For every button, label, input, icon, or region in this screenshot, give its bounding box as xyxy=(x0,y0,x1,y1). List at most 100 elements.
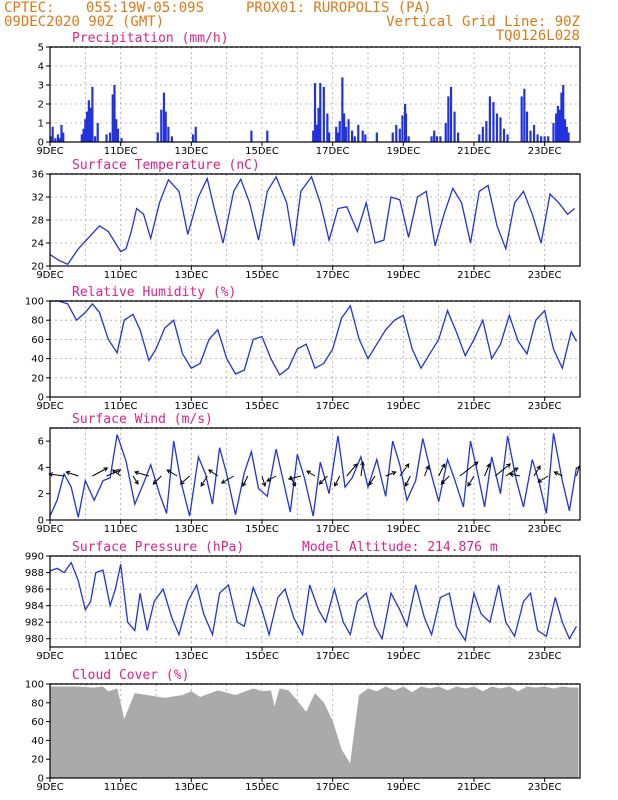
wind-vector-shaft xyxy=(575,465,580,477)
y-tick-label: 0 xyxy=(38,138,44,149)
precip-bar xyxy=(547,136,550,142)
series-line xyxy=(49,433,578,518)
y-tick-label: 982 xyxy=(25,618,44,629)
precip-bar xyxy=(506,134,509,142)
wind-vector xyxy=(166,469,178,477)
x-tick-label: 17DEC xyxy=(316,782,350,793)
precip-bar xyxy=(96,123,99,142)
y-tick-label: 40 xyxy=(31,736,44,747)
y-tick-label: 80 xyxy=(31,698,44,709)
x-tick-label: 21DEC xyxy=(457,651,491,662)
y-axis: 0 20 40 60 80 100 xyxy=(25,297,50,404)
precip-bar xyxy=(502,128,506,142)
wind-vector xyxy=(242,475,249,487)
x-tick-label: 19DEC xyxy=(386,401,420,412)
y-tick-label: 20 xyxy=(31,373,44,384)
wind-vector-head xyxy=(537,478,543,483)
cloud-area xyxy=(49,686,579,779)
wind-vector xyxy=(152,475,162,485)
x-tick-label: 15DEC xyxy=(245,270,279,281)
wind-vector-shaft xyxy=(266,475,277,482)
wind-vector xyxy=(179,475,190,485)
wind-vector-head xyxy=(261,481,267,487)
series-line xyxy=(50,300,578,376)
precip-bar xyxy=(552,123,555,142)
x-tick-label: 23DEC xyxy=(528,146,562,157)
precip-bar xyxy=(250,130,253,142)
wind-vector xyxy=(111,469,121,477)
wind-vector xyxy=(133,470,150,477)
wind-vector-shaft xyxy=(494,463,511,477)
wind-vector-head xyxy=(536,465,541,471)
precip-bar xyxy=(89,107,92,142)
x-tick-label: 13DEC xyxy=(174,270,208,281)
wind-vector xyxy=(318,475,328,485)
x-tick-label: 13DEC xyxy=(174,401,208,412)
precip-bar xyxy=(60,124,63,142)
x-tick-label: 17DEC xyxy=(316,270,350,281)
x-tick-label: 17DEC xyxy=(316,146,350,157)
x-tick-label: 19DEC xyxy=(386,524,420,535)
precip-bar xyxy=(556,105,560,142)
wind-vector xyxy=(266,475,277,482)
wind-vector-shaft xyxy=(288,475,301,480)
wind-vector xyxy=(48,472,65,477)
x-tick-label: 21DEC xyxy=(457,270,491,281)
x-tick-label: 23DEC xyxy=(528,782,562,793)
wind-vector-shaft xyxy=(385,471,396,477)
y-axis: 20 24 28 32 36 xyxy=(31,170,50,273)
y-tick-label: 100 xyxy=(25,297,44,308)
wind-vector xyxy=(200,475,208,487)
wind-vector-shaft xyxy=(360,461,364,477)
wind-vector-head xyxy=(506,463,512,468)
precip-bar xyxy=(266,130,269,142)
y-tick-label: 4 xyxy=(38,62,44,73)
wind-vector-shaft xyxy=(112,469,121,477)
wind-vector-head xyxy=(200,481,205,487)
wind-vector-shaft xyxy=(438,463,446,477)
wind-vector-head xyxy=(207,469,213,474)
precip-bar xyxy=(398,128,401,142)
precip-bar xyxy=(319,83,322,142)
wind-vector xyxy=(508,472,521,477)
precip-bar xyxy=(341,77,344,142)
wind-vector-head xyxy=(425,465,430,471)
header-coords: 055:19W-05:09S xyxy=(86,0,204,16)
precip-bar xyxy=(87,100,90,142)
wind-vector xyxy=(459,461,479,477)
precip-bar xyxy=(49,136,52,142)
precip-bar xyxy=(312,130,315,142)
wind-vector-head xyxy=(179,480,185,485)
precip-bar xyxy=(351,130,354,142)
precip-bar xyxy=(485,121,488,142)
y-tick-label: 6 xyxy=(38,437,44,448)
precip-bar xyxy=(562,85,565,142)
x-tick-label: 23DEC xyxy=(528,270,562,281)
wind-vector-shaft xyxy=(368,475,376,486)
y-tick-label: 20 xyxy=(31,262,44,273)
wind-vector-shaft xyxy=(166,469,178,477)
wind-vector-shaft xyxy=(242,475,249,487)
precip-bar xyxy=(481,126,484,142)
precip-bar xyxy=(492,102,495,142)
wind-vector-shaft xyxy=(261,475,266,487)
precip-bar xyxy=(540,136,543,142)
precip-bar xyxy=(317,107,320,142)
precip-bar xyxy=(478,134,481,142)
precip-bar xyxy=(407,136,410,142)
precip-bar xyxy=(111,94,114,142)
wind-vector xyxy=(533,465,541,477)
wind-vector-head xyxy=(287,475,293,481)
precip-bar xyxy=(532,124,536,142)
wind-vector-head xyxy=(111,469,117,474)
wind-vector xyxy=(92,467,109,477)
x-tick-label: 11DEC xyxy=(104,782,138,793)
x-tick-label: 9DEC xyxy=(36,401,63,412)
precip-bar xyxy=(430,136,433,142)
wind-vector-shaft xyxy=(92,467,108,477)
wind-vector-head xyxy=(360,460,365,466)
y-tick-label: 986 xyxy=(25,585,44,596)
panel-precip: 0 1 2 3 4 5 9DEC 11DEC 13DEC 15DEC 17DEC 19DEC 21DEC… xyxy=(36,31,581,157)
x-axis: 9DEC 11DEC 13DEC 15DEC 17DEC 19DEC 21DEC 23DEC xyxy=(36,266,562,281)
x-axis: 9DEC 11DEC 13DEC 15DEC 17DEC 19DEC 21DEC 23DEC xyxy=(36,142,562,157)
